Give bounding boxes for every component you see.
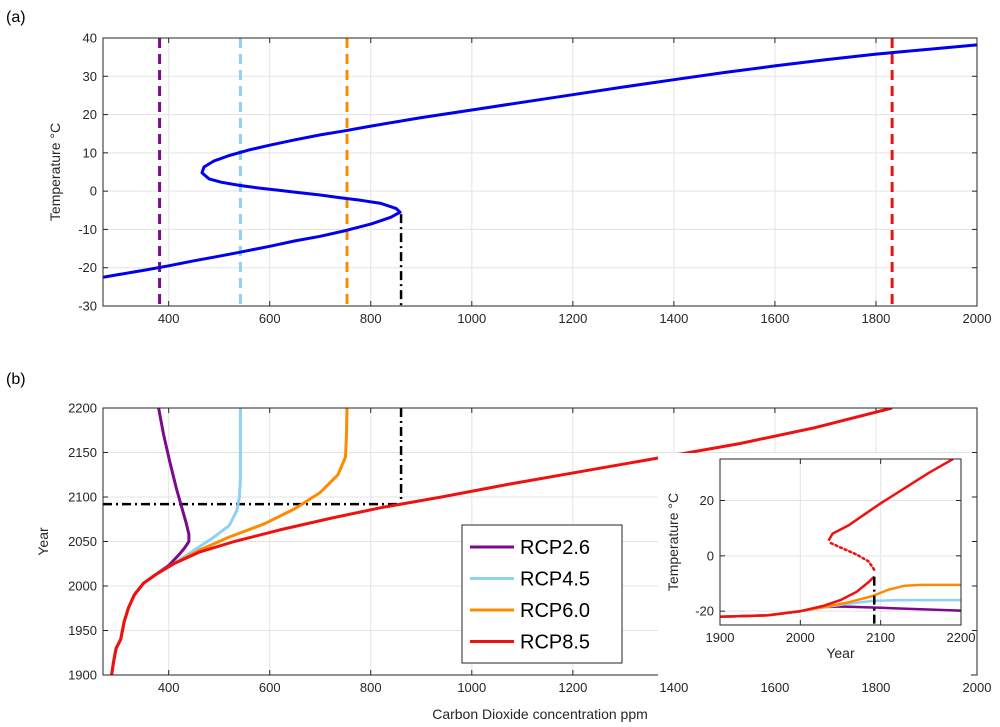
- legend-label-RCP26: RCP2.6: [520, 537, 590, 559]
- panel-b-ytick-label: 1950: [68, 623, 97, 638]
- panel-a-xtick-label: 1800: [861, 311, 890, 326]
- panel-a-xtick-label: 1600: [760, 311, 789, 326]
- legend-label-RCP45: RCP4.5: [520, 569, 590, 591]
- inset-ytick-label: 20: [700, 493, 714, 508]
- panel-a-ytick-label: -10: [78, 222, 97, 237]
- panel-b-xtick-label: 1000: [457, 680, 486, 695]
- panel-a-label: (a): [6, 9, 26, 26]
- panel-b-xtick-label: 1600: [760, 680, 789, 695]
- legend: RCP2.6 RCP4.5 RCP6.0 RCP8.5: [461, 524, 623, 664]
- panel-a-xtick-label: 600: [259, 311, 281, 326]
- panel-a-ytick-label: 10: [83, 145, 97, 160]
- panel-a-xtick-label: 1000: [457, 311, 486, 326]
- panel-a-plot-area: [103, 38, 977, 306]
- panel-b-ytick-label: 2200: [68, 401, 97, 416]
- panel-a-ytick-label: -20: [78, 260, 97, 275]
- panel-a-ylabel: Temperature °C: [47, 123, 63, 221]
- panel-a-xtick-label: 1200: [558, 311, 587, 326]
- panel-a-series-0: [103, 43, 977, 279]
- inset-ytick-label: -20: [695, 604, 714, 619]
- panel-a: 400 600 800 1000 1200 1400 1600 1800 2000-30-20-…: [47, 31, 991, 327]
- panel-a-xtick-label: 1400: [659, 311, 688, 326]
- panel-a-ytick-label: -30: [78, 299, 97, 314]
- panel-a-ytick-label: 40: [83, 31, 97, 46]
- panel-b-xtick-label: 600: [259, 680, 281, 695]
- inset-xtick-label: 1900: [706, 630, 735, 645]
- panel-b-xtick-label: 2000: [963, 680, 992, 695]
- legend-label-RCP60: RCP6.0: [520, 600, 590, 622]
- panel-a-ytick-label: 0: [90, 184, 97, 199]
- inset-xtick-label: 2200: [947, 630, 976, 645]
- inset-plot-area: [720, 459, 961, 625]
- panel-b-ylabel: Year: [35, 527, 51, 556]
- panel-b-xtick-label: 1400: [659, 680, 688, 695]
- panel-b-ytick-label: 2050: [68, 534, 97, 549]
- panel-b-xtick-label: 800: [360, 680, 382, 695]
- panel-a-ytick-label: 20: [83, 107, 97, 122]
- panel-b-xtick-label: 400: [158, 680, 180, 695]
- inset-ylabel: Temperature °C: [665, 493, 681, 591]
- panel-b-series-RCP85: [110, 408, 893, 675]
- panel-b-axes-frame: [102, 407, 978, 676]
- panel-b-xtick-label: 1200: [558, 680, 587, 695]
- panel-b-ytick-label: 2000: [68, 579, 97, 594]
- panel-b-label: (b): [6, 371, 26, 388]
- inset-series-4: [827, 540, 876, 571]
- panel-b-xtick-label: 1800: [861, 680, 890, 695]
- panel-b-ytick-label: 1900: [68, 668, 97, 683]
- inset-axes-frame: [719, 458, 962, 626]
- panel-a-axes-frame: [102, 37, 978, 307]
- legend-label-RCP85: RCP8.5: [520, 632, 590, 654]
- inset-series-3: [720, 575, 876, 618]
- panel-a-xtick-label: 2000: [963, 311, 992, 326]
- panel-b-xlabel: Carbon Dioxide concentration ppm: [432, 706, 648, 722]
- inset-chart: 1900 2000 2100 2200 -20 0 20 Temperature °C Year: [658, 453, 975, 677]
- panel-b-ytick-label: 2150: [68, 445, 97, 460]
- inset-xtick-label: 2100: [866, 630, 895, 645]
- inset-xtick-label: 2000: [786, 630, 815, 645]
- panel-b-ytick-label: 2100: [68, 490, 97, 505]
- inset-ytick-label: 0: [707, 548, 714, 563]
- inset-xlabel: Year: [826, 645, 855, 661]
- panel-a-xtick-label: 800: [360, 311, 382, 326]
- panel-a-ytick-label: 30: [83, 69, 97, 84]
- inset-series-5: [827, 459, 954, 542]
- panel-a-xtick-label: 400: [158, 311, 180, 326]
